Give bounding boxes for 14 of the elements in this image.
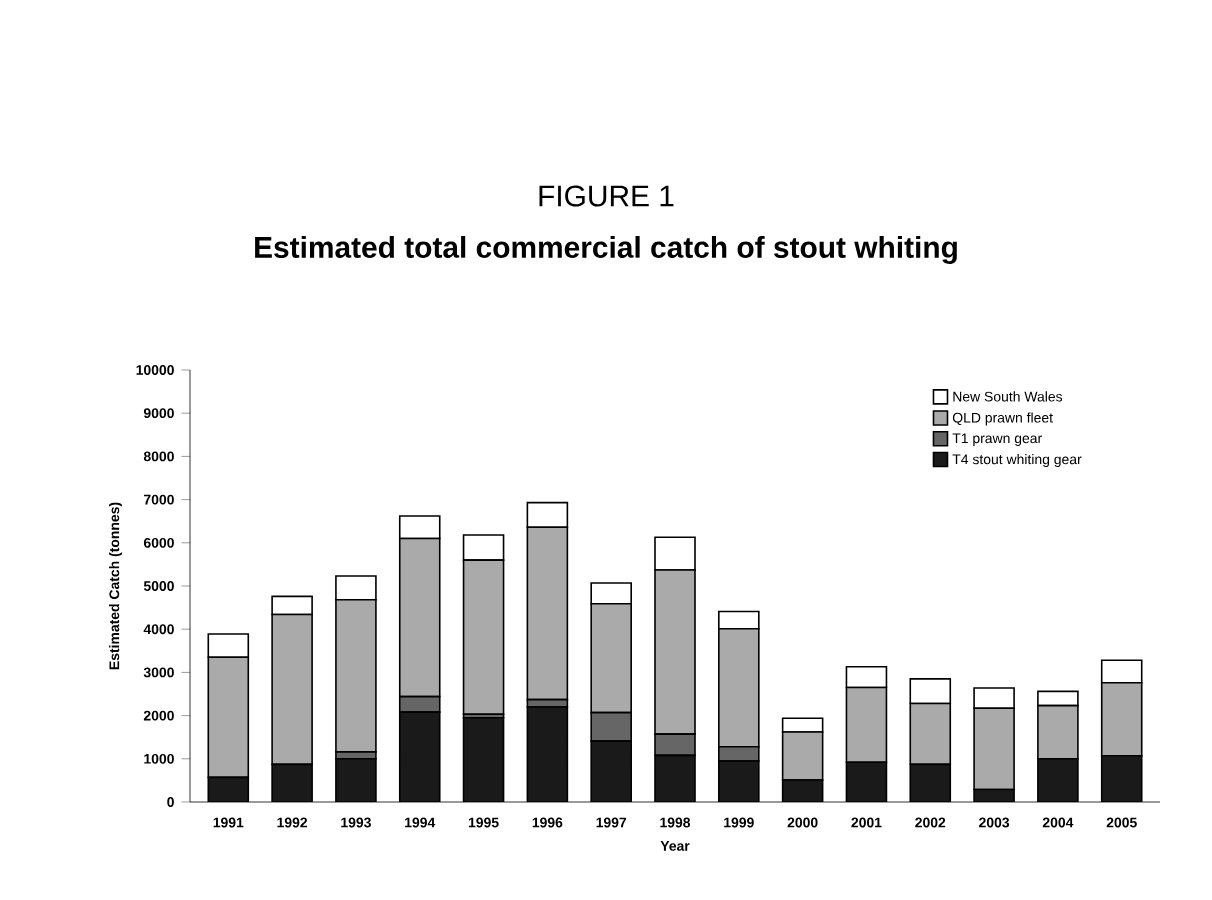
bar (909, 763, 952, 802)
bar (845, 761, 888, 802)
bar (462, 716, 505, 802)
bar (398, 711, 441, 802)
bar (590, 740, 632, 802)
bar (271, 763, 313, 802)
chart-subtitle: Estimated total commercial catch of stout whiting (255, 236, 957, 264)
bar (718, 760, 760, 802)
bar (1100, 754, 1143, 802)
bar (654, 754, 696, 802)
chart-title: FIGURE 1 (539, 185, 674, 207)
bar (335, 758, 377, 802)
bar (526, 706, 569, 802)
bar (1037, 758, 1079, 802)
